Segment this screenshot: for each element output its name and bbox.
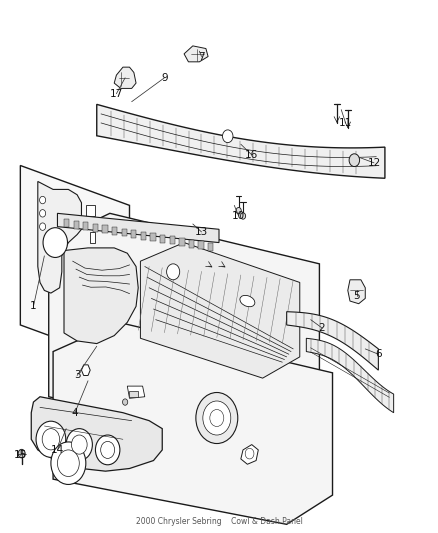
Polygon shape bbox=[31, 397, 162, 471]
Polygon shape bbox=[160, 235, 165, 243]
Polygon shape bbox=[348, 280, 365, 304]
Text: 5: 5 bbox=[353, 290, 360, 301]
Polygon shape bbox=[208, 243, 213, 251]
Text: 15: 15 bbox=[14, 450, 27, 460]
Polygon shape bbox=[112, 227, 117, 235]
Polygon shape bbox=[241, 445, 258, 464]
Circle shape bbox=[36, 421, 66, 457]
Circle shape bbox=[42, 429, 60, 450]
Polygon shape bbox=[97, 104, 385, 178]
Circle shape bbox=[196, 392, 238, 443]
Text: 13: 13 bbox=[195, 227, 208, 237]
Circle shape bbox=[39, 196, 46, 204]
Text: 12: 12 bbox=[367, 158, 381, 168]
Polygon shape bbox=[81, 365, 90, 375]
Polygon shape bbox=[57, 213, 219, 243]
Polygon shape bbox=[184, 46, 208, 62]
Circle shape bbox=[39, 209, 46, 217]
Text: 9: 9 bbox=[161, 73, 168, 83]
Polygon shape bbox=[93, 224, 98, 232]
Text: 17: 17 bbox=[110, 88, 123, 99]
Circle shape bbox=[166, 264, 180, 280]
Text: 11: 11 bbox=[339, 118, 352, 128]
Polygon shape bbox=[287, 312, 378, 370]
Circle shape bbox=[66, 429, 92, 461]
Circle shape bbox=[203, 401, 231, 435]
Text: 1: 1 bbox=[30, 301, 37, 311]
Polygon shape bbox=[141, 243, 300, 378]
Polygon shape bbox=[127, 386, 145, 398]
Polygon shape bbox=[306, 338, 394, 413]
Text: 10: 10 bbox=[232, 211, 245, 221]
Polygon shape bbox=[64, 248, 138, 344]
Polygon shape bbox=[114, 67, 136, 88]
Circle shape bbox=[51, 442, 86, 484]
Circle shape bbox=[95, 435, 120, 465]
Polygon shape bbox=[198, 241, 204, 249]
Ellipse shape bbox=[240, 295, 255, 306]
Text: 3: 3 bbox=[74, 370, 81, 381]
Circle shape bbox=[240, 213, 246, 219]
Circle shape bbox=[71, 435, 87, 454]
Polygon shape bbox=[74, 221, 79, 229]
Text: 16: 16 bbox=[245, 150, 258, 160]
Polygon shape bbox=[150, 233, 155, 241]
Circle shape bbox=[39, 223, 46, 230]
Polygon shape bbox=[102, 225, 108, 233]
Polygon shape bbox=[90, 232, 95, 243]
Circle shape bbox=[236, 207, 241, 214]
Circle shape bbox=[101, 441, 115, 458]
Polygon shape bbox=[122, 229, 127, 237]
Text: 2000 Chrysler Sebring    Cowl & Dash Panel: 2000 Chrysler Sebring Cowl & Dash Panel bbox=[136, 517, 302, 526]
Circle shape bbox=[245, 448, 254, 459]
Circle shape bbox=[223, 130, 233, 143]
Circle shape bbox=[43, 228, 67, 257]
Circle shape bbox=[57, 450, 79, 477]
Polygon shape bbox=[53, 322, 332, 524]
Polygon shape bbox=[170, 237, 175, 245]
Circle shape bbox=[210, 409, 224, 426]
Polygon shape bbox=[38, 181, 81, 293]
Text: 4: 4 bbox=[71, 408, 78, 418]
Circle shape bbox=[349, 154, 360, 166]
Polygon shape bbox=[64, 219, 69, 227]
Polygon shape bbox=[131, 230, 137, 238]
Text: 7: 7 bbox=[198, 52, 205, 61]
Polygon shape bbox=[86, 205, 95, 216]
Polygon shape bbox=[189, 239, 194, 247]
Text: 14: 14 bbox=[51, 445, 64, 455]
Polygon shape bbox=[49, 213, 319, 447]
Polygon shape bbox=[179, 238, 184, 246]
Polygon shape bbox=[130, 391, 138, 397]
Polygon shape bbox=[141, 232, 146, 240]
Circle shape bbox=[123, 399, 128, 405]
Circle shape bbox=[18, 449, 25, 458]
Polygon shape bbox=[83, 222, 88, 230]
Text: 6: 6 bbox=[375, 349, 381, 359]
Text: 2: 2 bbox=[318, 322, 325, 333]
Polygon shape bbox=[20, 165, 130, 365]
